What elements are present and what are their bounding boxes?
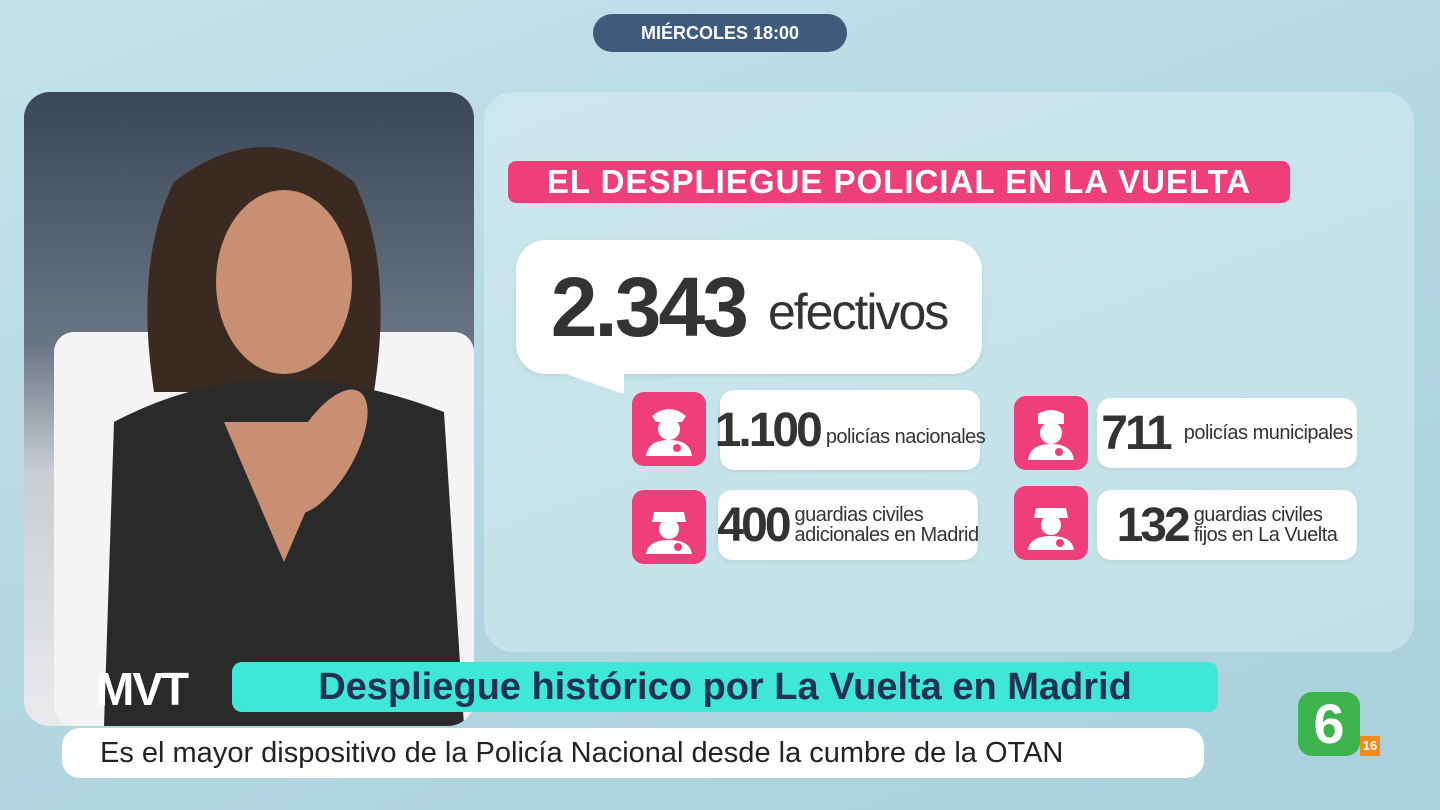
stat-box: 400 guardias civiles adicionales en Madri… xyxy=(717,490,980,560)
schedule-pill: MIÉRCOLES 18:00 xyxy=(593,14,847,52)
total-number: 2.343 xyxy=(550,259,749,354)
face xyxy=(216,190,352,374)
stat-label: policías nacionales xyxy=(826,427,986,447)
stat-number: 711 xyxy=(1101,406,1172,460)
guard-icon xyxy=(1014,486,1088,560)
police-icon xyxy=(632,392,706,466)
stat-box: 132 guardias civiles fijos en La Vuelta xyxy=(1097,490,1357,560)
stat-label: policías municipales xyxy=(1184,423,1353,443)
guard-icon xyxy=(632,490,706,564)
bubble-tail xyxy=(560,372,624,394)
stat-label-line: policías municipales xyxy=(1183,422,1353,444)
age-rating: 16 xyxy=(1360,736,1380,756)
headline-bar: Despliegue histórico por La Vuelta en Ma… xyxy=(232,662,1218,712)
hand xyxy=(280,389,368,515)
stat-label: guardias civiles fijos en La Vuelta xyxy=(1194,505,1338,545)
total-bubble: 2.343 efectivos xyxy=(516,240,982,374)
subtitle-bar: Es el mayor dispositivo de la Policía Na… xyxy=(62,728,1204,778)
stat-label-line: fijos en La Vuelta xyxy=(1193,524,1338,546)
stat-label-line: guardias civiles xyxy=(1193,504,1323,526)
graphic-title: EL DESPLIEGUE POLICIAL EN LA VUELTA xyxy=(508,161,1290,203)
program-logo: MVT xyxy=(96,663,189,715)
stat-label-line: guardias civiles xyxy=(794,504,924,526)
stat-label: guardias civiles adicionales en Madrid xyxy=(794,504,980,546)
stat-label-line: adicionales en Madrid xyxy=(794,524,980,546)
police-icon xyxy=(1014,396,1088,470)
stat-label-line: policías nacionales xyxy=(825,426,986,448)
presenter-video xyxy=(24,92,474,726)
channel-logo: 6 xyxy=(1298,692,1360,756)
stat-box: 1.100 policías nacionales xyxy=(715,390,986,470)
stat-number: 132 xyxy=(1116,498,1191,552)
stat-number: 1.100 xyxy=(714,403,823,457)
stat-number: 400 xyxy=(717,498,791,552)
presenter-illustration xyxy=(54,147,474,726)
total-label: efectivos xyxy=(767,284,949,340)
stat-box: 711 policías municipales xyxy=(1097,398,1357,468)
